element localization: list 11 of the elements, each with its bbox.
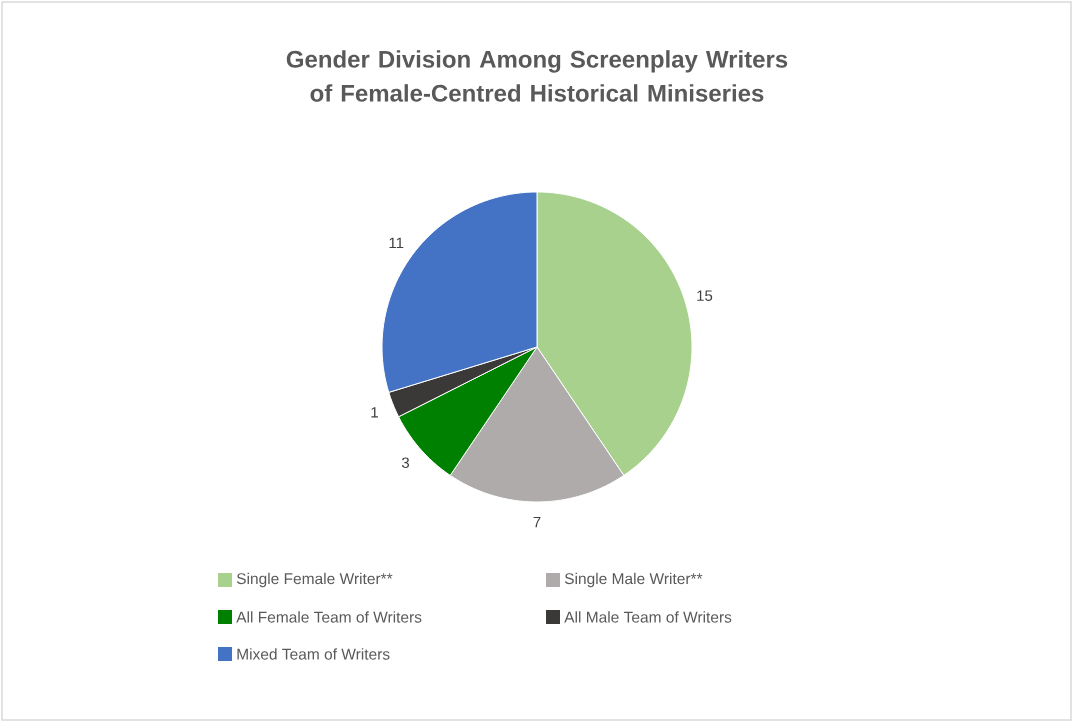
data-label: 11 bbox=[389, 237, 404, 248]
data-label: 7 bbox=[533, 516, 541, 528]
legend-label: All Female Team of Writers bbox=[236, 611, 422, 623]
data-label: 15 bbox=[697, 290, 713, 301]
legend-label: Mixed Team of Writers bbox=[237, 648, 390, 660]
legend-label: All Male Team of Writers bbox=[564, 611, 732, 623]
legend-label: Single Male Writer** bbox=[564, 572, 703, 588]
data-label: 3 bbox=[401, 457, 410, 469]
data-label: 1 bbox=[371, 407, 378, 418]
legend-label: Single Female Writer** bbox=[236, 572, 393, 588]
chart-title: Gender Division Among Screenplay Writers of Female-Centred Historical Miniseries bbox=[286, 50, 788, 102]
